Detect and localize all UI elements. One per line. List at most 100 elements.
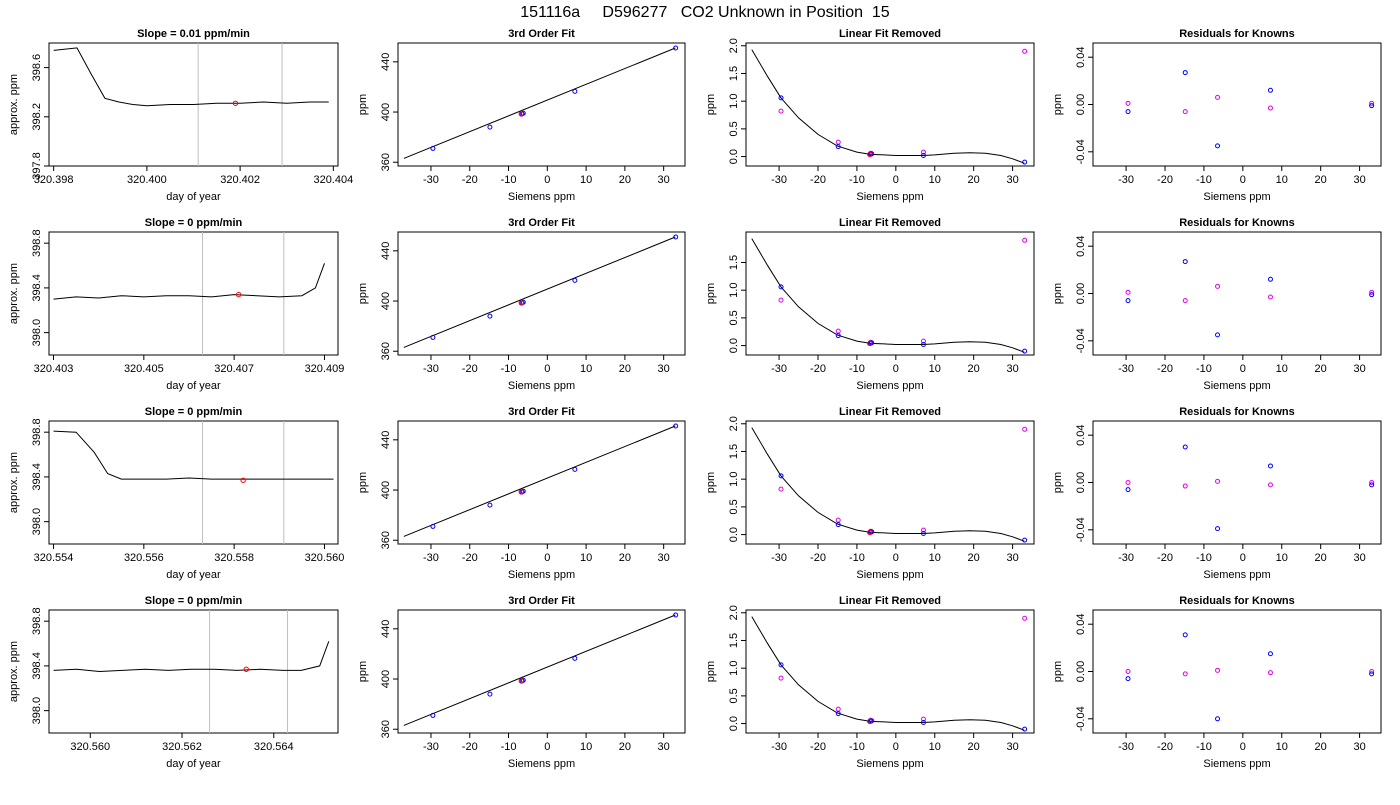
- panel-r1-c1: 3rd Order Fit -30 -20 -10 0 10 20 30 360 400 440 Si…: [357, 217, 686, 392]
- panel-title: Slope = 0.01 ppm/min: [137, 28, 250, 40]
- magenta-point: [1267, 670, 1273, 676]
- x-tick-label: -30: [1118, 174, 1134, 186]
- x-axis-label: Siemens ppm: [856, 380, 923, 392]
- magenta-point: [1182, 109, 1188, 115]
- y-tick-label: 440: [380, 53, 392, 71]
- x-tick-label: -10: [849, 363, 865, 375]
- magenta-point: [1215, 94, 1221, 100]
- x-tick-label: -30: [771, 741, 787, 753]
- blue-point: [1267, 651, 1273, 657]
- y-axis-label: approx. ppm: [8, 74, 20, 135]
- standard-point: [572, 466, 578, 472]
- panel-r3-c0: Slope = 0 ppm/min 320.560 320.562 320.564 39…: [8, 595, 339, 770]
- panel-title: Slope = 0 ppm/min: [145, 406, 243, 418]
- unknown-point: [867, 529, 873, 536]
- y-axis-label: ppm: [705, 283, 717, 304]
- y-tick-label: 398.2: [31, 103, 43, 131]
- y-tick-label: 0.5: [728, 499, 740, 514]
- unknown-point: [518, 111, 525, 117]
- panel-title: Slope = 0 ppm/min: [145, 595, 243, 607]
- y-tick-label: -0.04: [1075, 139, 1087, 164]
- standard-point: [430, 334, 436, 340]
- magenta-point: [1215, 667, 1221, 673]
- blue-point: [1125, 298, 1131, 304]
- x-tick-label: -20: [462, 552, 478, 564]
- y-tick-label: 400: [380, 292, 392, 310]
- y-tick-label: 398.0: [31, 319, 43, 347]
- panel-title: Residuals for Knowns: [1179, 406, 1295, 418]
- magenta-point: [1369, 480, 1375, 485]
- blue-point: [1215, 143, 1221, 149]
- x-tick-label: 30: [1006, 552, 1018, 564]
- y-tick-label: 398.8: [31, 229, 43, 257]
- x-tick-label: 30: [1006, 174, 1018, 186]
- magenta-point: [1182, 483, 1188, 489]
- panel-title: Linear Fit Removed: [839, 28, 941, 40]
- blue-point: [1022, 348, 1028, 354]
- y-tick-label: 360: [380, 342, 392, 360]
- plot-frame: [397, 609, 686, 734]
- panel-title: Linear Fit Removed: [839, 406, 941, 418]
- blue-point: [835, 522, 841, 528]
- y-tick-label: 398.4: [31, 274, 43, 302]
- plot-frame: [1092, 609, 1382, 734]
- x-axis-label: Siemens ppm: [508, 758, 575, 770]
- x-tick-label: 0: [1240, 363, 1246, 375]
- blue-point: [1125, 109, 1131, 115]
- fit-line: [403, 236, 676, 348]
- y-tick-label: 360: [380, 720, 392, 738]
- y-tick-label: 0.04: [1075, 424, 1087, 445]
- blue-point: [1182, 444, 1188, 450]
- y-axis-label: approx. ppm: [8, 641, 20, 702]
- plot-frame: [397, 42, 686, 167]
- x-tick-label: 0: [893, 552, 899, 564]
- x-tick-label: 30: [658, 741, 670, 753]
- magenta-point: [1022, 48, 1028, 54]
- x-tick-label: 10: [580, 174, 592, 186]
- y-tick-label: 0.04: [1075, 613, 1087, 634]
- magenta-point: [920, 338, 926, 344]
- x-tick-label: 10: [1276, 363, 1288, 375]
- x-axis-label: day of year: [166, 191, 221, 203]
- x-axis-label: Siemens ppm: [856, 191, 923, 203]
- x-tick-label: 10: [929, 552, 941, 564]
- standard-point: [572, 88, 578, 94]
- blue-point: [920, 530, 926, 536]
- x-tick-label: 30: [658, 552, 670, 564]
- plot-frame: [1092, 420, 1382, 545]
- unknown-point: [518, 300, 525, 306]
- x-tick-label: -30: [423, 363, 439, 375]
- y-axis-label: approx. ppm: [8, 263, 20, 324]
- x-tick-label: -20: [810, 363, 826, 375]
- magenta-point: [778, 108, 784, 114]
- standard-point: [487, 124, 493, 130]
- blue-point: [1267, 87, 1273, 93]
- x-tick-label: 30: [1006, 363, 1018, 375]
- unknown-point: [867, 340, 873, 347]
- standard-point: [487, 691, 493, 697]
- y-axis-label: ppm: [705, 472, 717, 493]
- blue-point: [1215, 716, 1221, 722]
- x-tick-label: 0: [1240, 741, 1246, 753]
- magenta-point: [1182, 298, 1188, 304]
- magenta-point: [1125, 289, 1131, 295]
- x-tick-label: 20: [1315, 363, 1327, 375]
- x-tick-label: 320.556: [124, 552, 164, 564]
- blue-point: [778, 284, 784, 290]
- figure-title: 151116a D596277 CO2 Unknown in Position …: [520, 4, 890, 21]
- blue-point: [835, 333, 841, 339]
- plot-frame: [745, 420, 1035, 545]
- x-tick-label: 320.405: [124, 363, 164, 375]
- panel-r3-c2: Linear Fit Removed -30 -20 -10 0 10 20 30 0.0 0.5…: [705, 595, 1035, 770]
- residual-curve: [751, 49, 1025, 164]
- x-tick-label: 0: [1240, 174, 1246, 186]
- panel-title: Residuals for Knowns: [1179, 217, 1295, 229]
- x-tick-label: 20: [619, 741, 631, 753]
- x-tick-label: 10: [929, 174, 941, 186]
- panel-title: 3rd Order Fit: [508, 28, 575, 40]
- y-tick-label: 400: [380, 670, 392, 688]
- blue-point: [1369, 671, 1375, 677]
- unknown-point: [518, 489, 525, 495]
- plot-frame: [48, 231, 339, 356]
